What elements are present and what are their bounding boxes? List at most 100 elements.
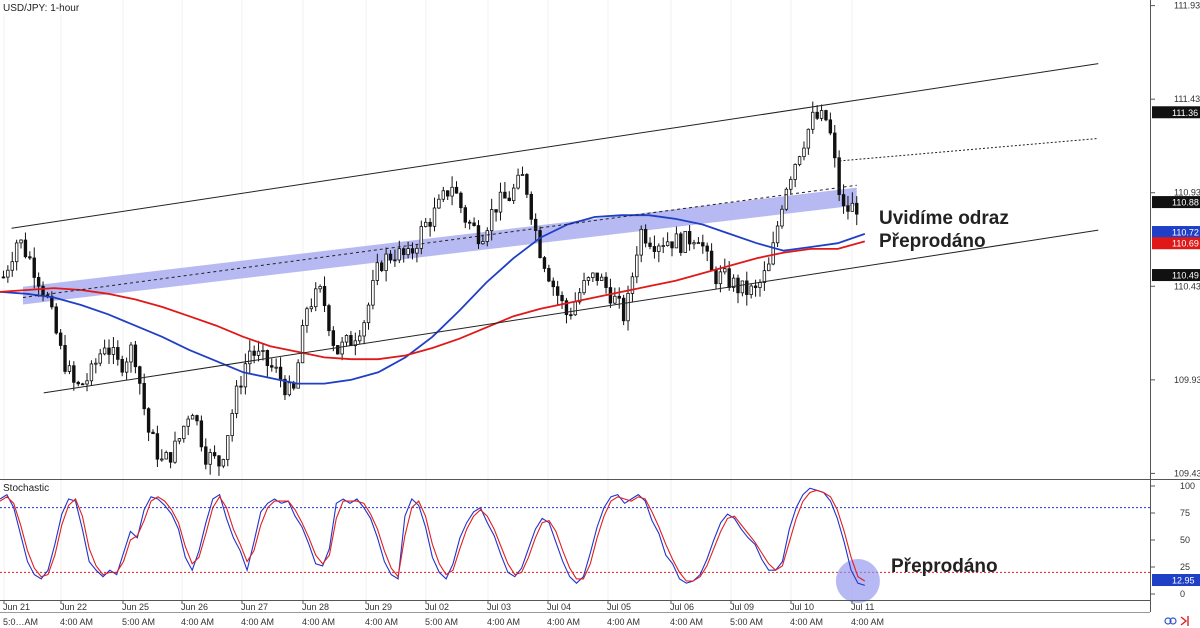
candle [23,232,28,259]
candle-body [252,350,256,356]
candle-body [261,350,265,352]
candle [388,250,393,264]
candle [380,260,384,273]
date-label: Jul 10 [790,602,814,612]
date-label: Jun 22 [60,602,87,612]
annotation-line-2: Přeprodáno [879,231,986,252]
candle [340,336,344,361]
candle [375,253,380,286]
candle [767,257,771,272]
candle-body [604,276,608,288]
candle [226,435,230,467]
candle-body [371,280,375,306]
stoch-k-line [0,487,865,586]
candle-body [160,458,164,461]
candle-body [811,111,815,130]
candle [577,287,582,305]
time-label: 4:00 AM [851,617,884,627]
candle [120,355,124,377]
candle [569,307,573,320]
candle [591,272,595,283]
candle-body [221,459,226,467]
candle-body [102,347,107,355]
chart-title: USD/JPY: 1-hour [3,3,80,14]
price-tag-bg [1152,106,1200,119]
candle [837,150,841,202]
candle [243,353,248,395]
candle-body [274,366,278,369]
candle-body [775,225,780,244]
price-tag-label: 110.88 [1172,198,1199,208]
candle-body [731,277,736,288]
time-label: 4:00 AM [487,617,520,627]
candle [76,380,80,387]
candle-body [441,190,445,200]
candle-body [358,335,362,342]
link-icon[interactable] [1164,617,1177,625]
candle-body [591,272,595,278]
candle [670,241,674,257]
grid [3,0,853,600]
candle-body [182,425,186,440]
candle [529,191,533,225]
stochastic-title: Stochastic [3,483,49,494]
candle-body [226,435,230,460]
candle [397,240,402,264]
annotation-line-1: Uvidíme odraz [879,208,1009,229]
candle-body [331,330,336,346]
candle-body [168,452,173,463]
goto-realtime-icon[interactable] [1180,616,1189,626]
candle-body [380,262,384,272]
candle-body [806,128,811,149]
candle [762,261,767,291]
blue-moving-average [0,214,866,385]
candle [604,272,608,294]
stoch-tick-label: 25 [1180,562,1190,572]
candle [424,218,428,228]
candle [406,241,410,259]
candle [344,334,349,347]
candle-body [472,222,476,226]
candle-body [428,221,432,227]
candle-body [28,256,32,259]
candle-body [661,245,665,247]
candle [855,196,859,226]
candle [525,173,529,198]
candle [630,272,635,303]
candle [476,220,481,249]
candle [586,276,591,286]
candle-body [314,288,318,308]
stoch-tick-label: 50 [1180,535,1190,545]
stoch-tick-label: 75 [1180,508,1190,518]
candle-body [94,362,98,365]
candle [635,246,639,284]
candle-body [450,186,454,197]
candle [564,297,569,324]
date-label: Jul 11 [851,602,874,612]
candle-body [837,157,841,195]
candle-body [336,345,340,355]
candle-body [129,344,133,363]
candle [32,247,36,289]
candle-body [14,242,19,263]
candle-body [476,225,481,245]
candle-body [151,431,155,435]
price-tick-label: 111.93 [1174,1,1200,11]
candle [248,340,252,374]
candle-body [520,174,525,176]
stoch-tick-label: 100 [1180,481,1195,491]
candle-body [54,306,58,334]
candle [828,112,833,136]
candle-body [529,193,533,220]
candle [186,415,190,436]
candle-body [577,292,582,303]
support-zone [23,187,857,305]
candle-body [270,365,274,368]
trendline-dotted [839,137,1099,162]
candle-body [85,380,89,385]
candle-body [802,147,806,158]
candle [402,247,406,263]
oversold-highlight [835,559,880,604]
candle [19,239,23,249]
time-label: 4:00 AM [670,617,703,627]
